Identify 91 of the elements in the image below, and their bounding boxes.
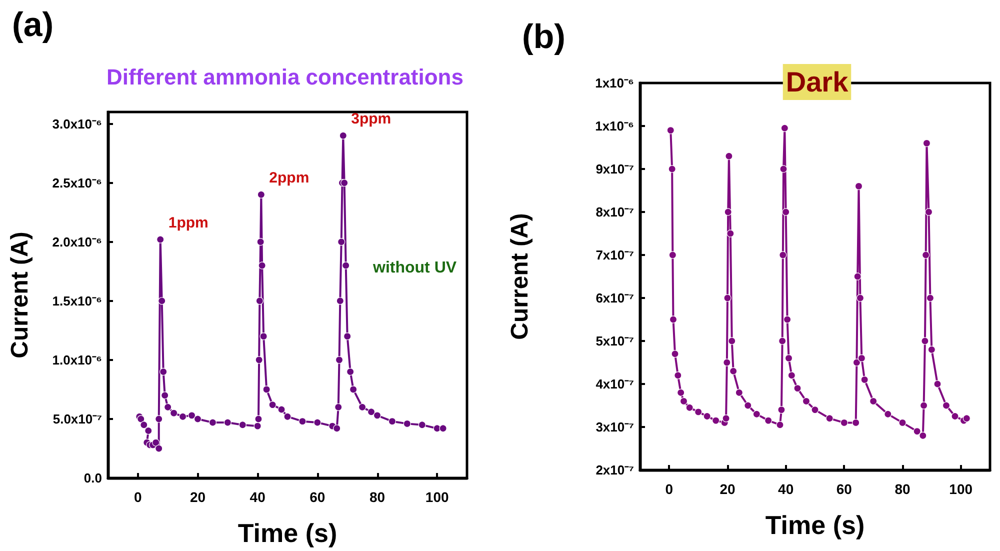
y-tick-label: 9x10⁻⁷ <box>596 162 634 176</box>
point <box>156 236 164 244</box>
point <box>257 190 265 198</box>
x-axis-title: Time (s) <box>238 518 338 548</box>
point <box>418 421 426 429</box>
point <box>278 406 286 414</box>
x-tick-label: 100 <box>949 481 973 497</box>
y-tick-label: 8x10⁻⁷ <box>596 204 634 220</box>
y-tick-label: 5.0x10⁻⁷ <box>52 411 102 426</box>
annotation: without UV <box>372 260 457 276</box>
point <box>224 418 232 426</box>
point <box>255 356 263 364</box>
point <box>339 132 347 140</box>
chart-title: Dark <box>786 66 849 98</box>
point <box>373 412 382 420</box>
point <box>144 426 152 435</box>
y-tick-label: 2.0x10⁻⁶ <box>52 234 102 250</box>
point <box>256 297 264 305</box>
point <box>439 424 447 432</box>
point <box>160 368 168 376</box>
y-tick-label: 3.0x10⁻⁶ <box>52 116 102 132</box>
x-tick-label: 40 <box>250 489 266 505</box>
y-tick-label: 1.5x10⁻⁶ <box>52 293 102 308</box>
point <box>254 415 262 423</box>
point <box>340 179 348 187</box>
point <box>161 392 169 400</box>
point <box>298 418 306 426</box>
y-tick-label: 1x10⁻⁶ <box>595 118 634 134</box>
point <box>155 444 163 452</box>
point <box>314 418 322 426</box>
y-tick-label: 2x10⁻⁷ <box>596 462 634 478</box>
point <box>158 297 166 305</box>
point <box>262 386 270 394</box>
text: (a) <box>12 6 54 44</box>
point <box>170 409 178 417</box>
point <box>346 368 354 376</box>
y-tick-label: 1.0x10⁻⁶ <box>52 352 102 368</box>
point <box>155 415 163 423</box>
x-tick-label: 60 <box>836 481 852 497</box>
annotation: 2ppm <box>269 170 310 187</box>
point <box>334 403 342 411</box>
x-tick-label: 20 <box>720 481 736 497</box>
x-tick-label: 80 <box>894 481 910 497</box>
point <box>137 415 145 423</box>
point <box>254 422 262 430</box>
annotation: 1ppm <box>168 214 208 232</box>
point <box>238 421 246 429</box>
point <box>258 262 266 270</box>
point <box>260 332 268 340</box>
y-tick-label: 6x10⁻⁷ <box>596 290 634 306</box>
annotation: 3ppm <box>351 110 392 128</box>
point <box>336 297 344 305</box>
point <box>208 418 217 426</box>
point <box>152 438 160 446</box>
point <box>367 408 376 416</box>
point <box>403 420 411 428</box>
x-tick-label: 100 <box>425 489 449 505</box>
point <box>268 401 276 409</box>
y-tick-label: 3x10⁻⁷ <box>596 420 634 434</box>
x-axis-title: Time (s) <box>765 510 865 540</box>
point <box>333 424 341 432</box>
x-tick-label: 40 <box>778 481 794 497</box>
point <box>342 262 350 270</box>
text: (b) <box>522 18 566 56</box>
x-tick-label: 80 <box>369 489 386 505</box>
x-tick-label: 0 <box>134 489 142 505</box>
chart-title: Different ammonia concentrations <box>106 64 464 90</box>
point <box>188 412 196 420</box>
y-tick-label: 7x10⁻⁷ <box>596 248 634 262</box>
point <box>179 412 187 420</box>
point <box>358 403 366 411</box>
point <box>140 421 148 429</box>
point <box>335 356 344 364</box>
x-tick-label: 0 <box>665 481 674 497</box>
point <box>256 238 264 246</box>
point <box>388 418 396 426</box>
y-tick-label: 2.5x10⁻⁶ <box>52 175 102 190</box>
y-tick-label: 4x10⁻⁷ <box>596 376 634 392</box>
y-tick-label: 1x10⁻⁶ <box>595 76 634 90</box>
y-axis-title: Current (A) <box>6 232 34 358</box>
y-axis-title: Current (A) <box>506 213 534 340</box>
point <box>338 238 346 246</box>
y-tick-label: 0.0 <box>84 470 102 486</box>
x-tick-label: 20 <box>190 489 206 505</box>
point <box>350 386 358 394</box>
x-tick-label: 60 <box>310 489 326 505</box>
point <box>164 403 172 411</box>
point <box>344 332 352 340</box>
y-tick-label: 5x10⁻⁷ <box>596 334 634 348</box>
point <box>284 412 292 420</box>
point <box>194 415 202 423</box>
